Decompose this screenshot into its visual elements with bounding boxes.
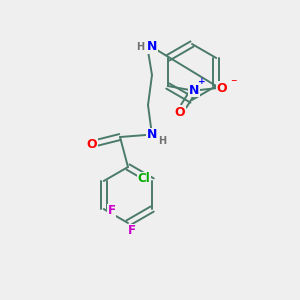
- Text: O: O: [216, 82, 227, 94]
- Text: N: N: [147, 128, 157, 142]
- Text: Cl: Cl: [138, 172, 151, 185]
- Text: H: H: [136, 42, 144, 52]
- Text: F: F: [108, 205, 116, 218]
- Text: +: +: [198, 77, 206, 86]
- Text: N: N: [189, 83, 199, 97]
- Text: F: F: [128, 224, 136, 238]
- Text: O: O: [174, 106, 185, 118]
- Text: ⁻: ⁻: [230, 77, 237, 91]
- Text: H: H: [158, 136, 166, 146]
- Text: O: O: [87, 139, 97, 152]
- Text: N: N: [147, 40, 157, 53]
